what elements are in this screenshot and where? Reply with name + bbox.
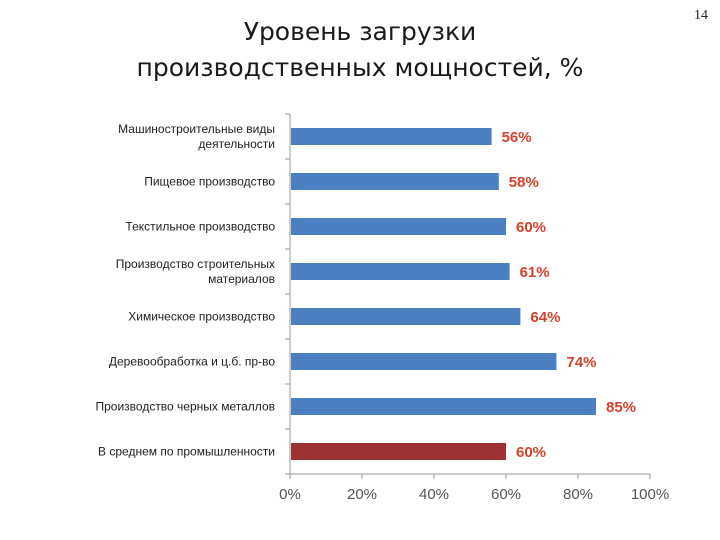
x-tick-label: 100% [631,486,669,503]
category-label: В среднем по промышленности [98,445,275,459]
x-tick-label: 60% [491,486,521,503]
category-label: Деревообработка и ц.б. пр-во [109,355,275,369]
bar [291,308,521,325]
data-label: 64% [530,309,560,326]
data-label: 58% [509,174,539,191]
data-label: 61% [520,264,550,281]
category-label: Производство черных металлов [95,400,275,414]
category-label: Пищевое производство [144,175,275,189]
x-tick-label: 20% [347,486,377,503]
title-line-2: производственных мощностей, % [136,53,584,82]
data-label: 56% [502,129,532,146]
bar [291,443,506,460]
bar [291,398,596,415]
bar [291,173,499,190]
chart-title: Уровень загрузки производственных мощнос… [60,14,660,86]
category-label: Машиностроительные виды [118,122,275,136]
category-label: материалов [208,272,275,286]
title-line-1: Уровень загрузки [243,17,477,46]
x-tick-label: 40% [419,486,449,503]
data-label: 74% [566,354,596,371]
x-tick-label: 0% [279,486,301,503]
category-label: деятельности [198,137,275,151]
bar [291,263,510,280]
page-number: 14 [694,8,708,23]
category-label: Текстильное производство [125,220,275,234]
bar [291,218,506,235]
bar [291,128,492,145]
data-label: 60% [516,219,546,236]
category-label: Производство строительных [116,257,275,271]
category-label: Химическое производство [128,310,275,324]
data-label: 60% [516,444,546,461]
bar [291,353,557,370]
data-label: 85% [606,399,636,416]
x-tick-label: 80% [563,486,593,503]
